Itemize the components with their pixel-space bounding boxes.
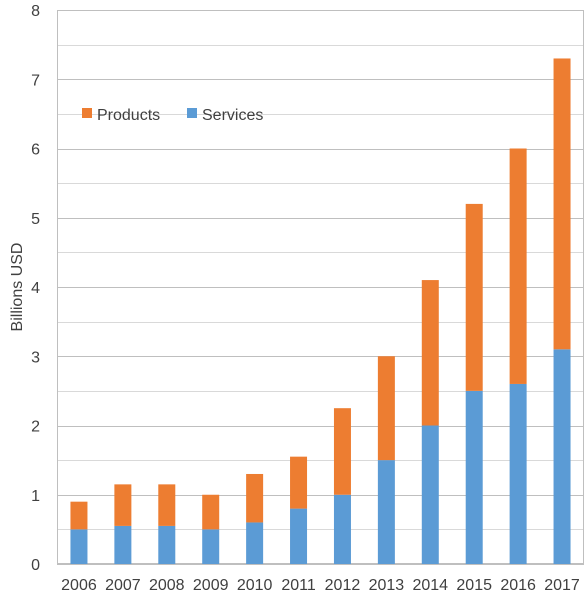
x-tick-label: 2009 — [193, 577, 229, 594]
bar-products-2009 — [202, 494, 220, 530]
y-tick-label: 2 — [31, 419, 40, 436]
x-tick-label: 2010 — [237, 577, 273, 594]
bar-services-2016 — [509, 383, 527, 564]
bars — [70, 58, 571, 564]
bar-services-2008 — [158, 525, 176, 564]
plot-border — [57, 10, 584, 564]
x-tick-label: 2008 — [149, 577, 185, 594]
bar-services-2009 — [202, 529, 220, 564]
bar-products-2013 — [377, 356, 395, 461]
x-tick-label: 2014 — [412, 577, 448, 594]
x-tick-label: 2012 — [325, 577, 361, 594]
legend-swatch-products — [82, 108, 92, 118]
bar-products-2006 — [70, 501, 88, 530]
gridlines — [57, 10, 584, 565]
y-axis-label: Billions USD — [9, 243, 26, 332]
legend-label-products: Products — [97, 107, 160, 124]
legend: Products Services — [82, 107, 263, 124]
x-tick-label: 2016 — [500, 577, 536, 594]
y-tick-label: 4 — [31, 280, 40, 297]
y-tick-label: 7 — [31, 72, 40, 89]
axes: 0 1 2 3 4 5 6 7 8 2006 2007 2008 2009 2010 2011 2012 201… — [31, 3, 580, 594]
bar-products-2007 — [114, 484, 132, 526]
bar-products-2012 — [333, 408, 351, 495]
bar-products-2010 — [246, 473, 264, 523]
bar-services-2012 — [333, 494, 351, 564]
x-tick-label: 2011 — [281, 577, 316, 594]
bar-services-2011 — [290, 508, 308, 564]
y-tick-label: 1 — [31, 488, 40, 505]
x-tick-label: 2007 — [105, 577, 141, 594]
y-tick-label: 0 — [31, 557, 40, 574]
bar-services-2007 — [114, 525, 132, 564]
y-tick-label: 5 — [31, 211, 40, 228]
bar-products-2008 — [158, 484, 176, 526]
y-tick-label: 8 — [31, 3, 40, 20]
bar-products-2016 — [509, 148, 527, 384]
bar-services-2006 — [70, 529, 88, 564]
bar-services-2017 — [553, 349, 571, 564]
bar-products-2017 — [553, 58, 571, 350]
y-tick-label: 6 — [31, 142, 40, 159]
bar-products-2015 — [465, 203, 483, 391]
x-tick-label: 2006 — [61, 577, 97, 594]
x-tick-label: 2013 — [369, 577, 405, 594]
bar-products-2011 — [290, 456, 308, 509]
legend-label-services: Services — [202, 107, 263, 124]
x-tick-label: 2017 — [544, 577, 580, 594]
bar-services-2015 — [465, 390, 483, 564]
bar-services-2014 — [421, 425, 439, 564]
y-tick-label: 3 — [31, 349, 40, 366]
bar-services-2010 — [246, 522, 264, 564]
legend-swatch-services — [187, 108, 197, 118]
x-tick-label: 2015 — [456, 577, 492, 594]
bar-services-2013 — [377, 460, 395, 564]
bar-products-2014 — [421, 280, 439, 426]
